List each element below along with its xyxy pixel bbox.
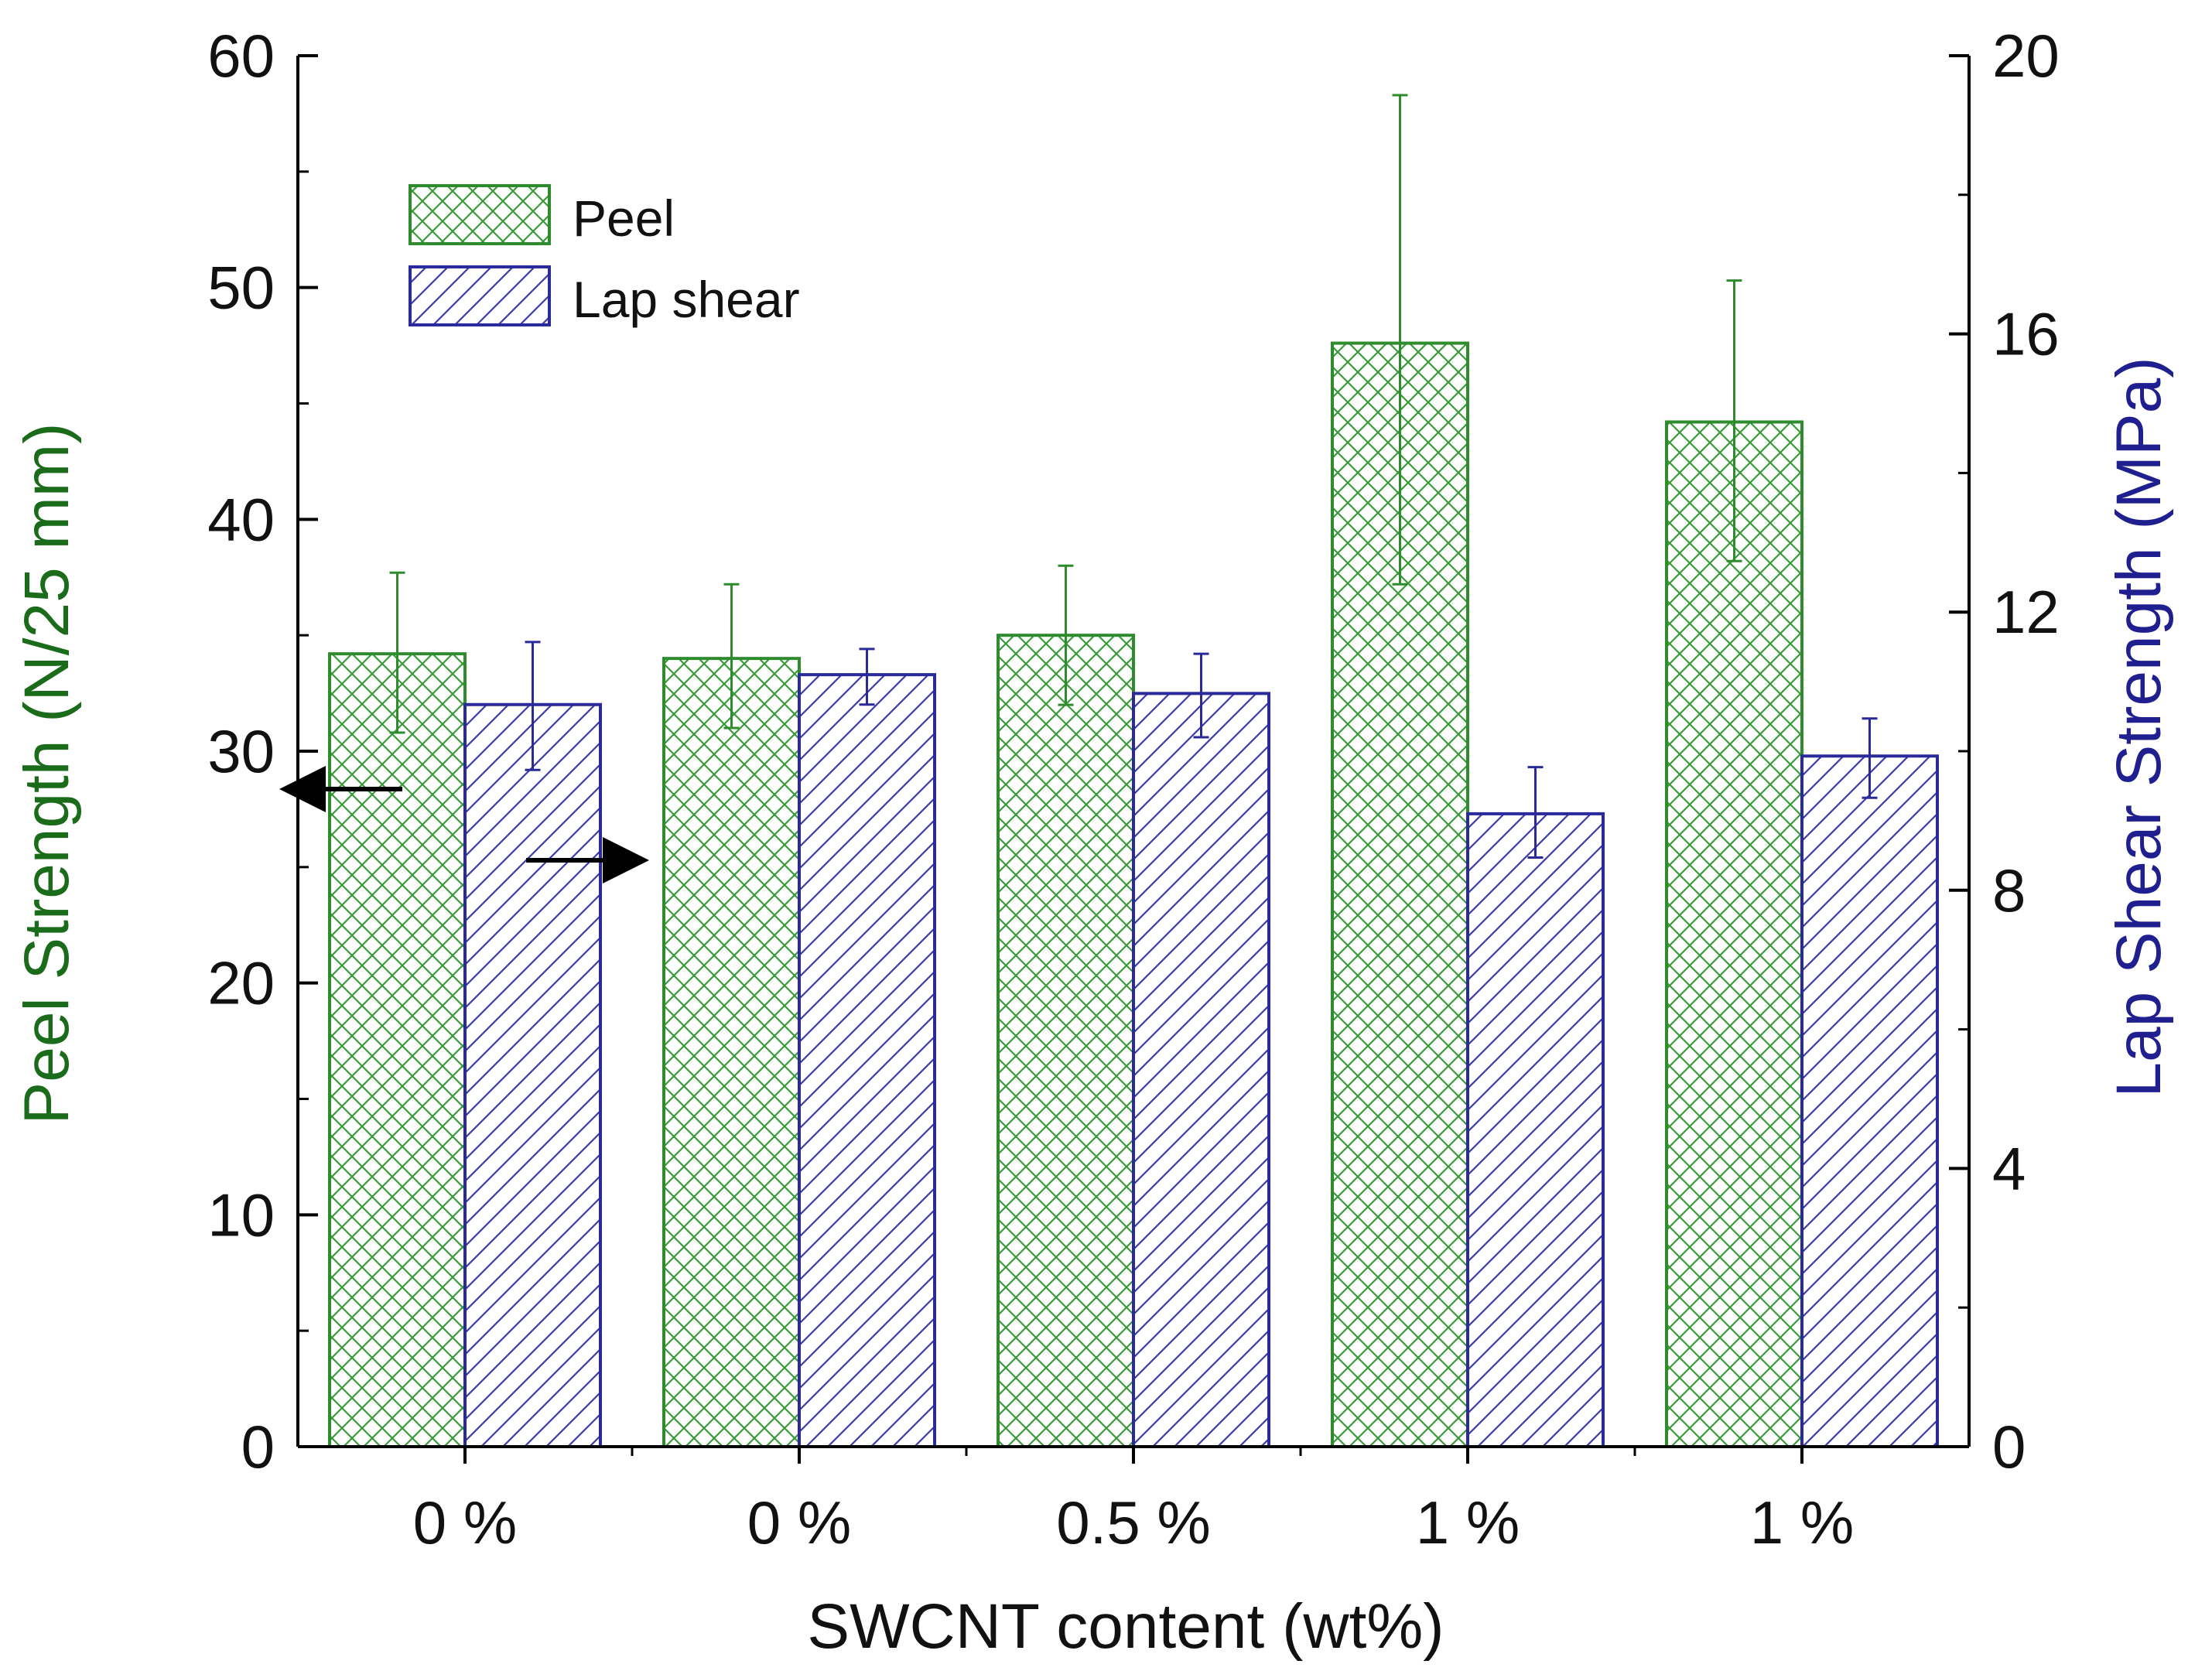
legend-swatch-peel xyxy=(409,184,551,245)
axes-layer xyxy=(296,54,1971,1464)
bar-lap-shear-3 xyxy=(1466,812,1605,1449)
y-left-tick-label-5: 50 xyxy=(207,254,275,322)
error-bars-layer xyxy=(389,94,1878,859)
error-bar-lap-shear-1 xyxy=(859,648,875,706)
legend-label-lap-shear: Lap shear xyxy=(573,271,800,328)
error-bar-peel-2 xyxy=(1058,564,1074,706)
error-bar-peel-1 xyxy=(723,583,740,730)
y-left-tick-label-4: 40 xyxy=(207,485,275,553)
error-bar-peel-3 xyxy=(1392,94,1408,586)
x-tick-label-2: 0.5 % xyxy=(1056,1488,1210,1557)
legend: Peel Lap shear xyxy=(409,184,800,328)
y-right-tick-label-5: 20 xyxy=(1992,22,2060,90)
bar-lap-shear-2 xyxy=(1132,692,1270,1448)
x-tick-label-0: 0 % xyxy=(413,1488,517,1557)
y-left-axis-title: Peel Strength (N/25 mm) xyxy=(12,423,82,1125)
y-right-tick-label-4: 16 xyxy=(1992,300,2060,368)
y-left-tick-label-6: 60 xyxy=(207,22,275,90)
y-right-tick-label-1: 4 xyxy=(1992,1134,2026,1202)
error-bar-lap-shear-2 xyxy=(1193,652,1209,739)
x-tick-label-4: 1 % xyxy=(1750,1488,1854,1557)
y-left-tick-label-1: 10 xyxy=(207,1181,275,1249)
y-left-tick-label-3: 30 xyxy=(207,717,275,785)
y-right-tick-label-2: 8 xyxy=(1992,856,2026,924)
y-right-tick-label-0: 0 xyxy=(1992,1413,2026,1481)
annotations xyxy=(279,766,649,883)
y-right-axis-title: Lap Shear Strength (MPa) xyxy=(2104,357,2174,1097)
error-bar-peel-4 xyxy=(1726,279,1742,562)
bar-peel-4 xyxy=(1665,420,1803,1448)
y-left-tick-label-2: 20 xyxy=(207,949,275,1017)
y-left-tick-label-0: 0 xyxy=(241,1413,275,1481)
legend-swatch-lap-shear xyxy=(409,265,551,326)
y-right-tick-label-3: 12 xyxy=(1992,578,2060,646)
bar-lap-shear-1 xyxy=(798,673,936,1448)
bar-peel-0 xyxy=(328,652,467,1448)
bar-lap-shear-0 xyxy=(463,702,602,1448)
bars-layer xyxy=(328,341,1939,1449)
error-bar-lap-shear-0 xyxy=(525,641,541,771)
legend-label-peel: Peel xyxy=(573,190,675,247)
x-tick-label-3: 1 % xyxy=(1416,1488,1520,1557)
bar-peel-2 xyxy=(997,634,1135,1449)
error-bar-peel-0 xyxy=(389,571,405,734)
error-bar-lap-shear-4 xyxy=(1862,717,1878,799)
error-bar-lap-shear-3 xyxy=(1527,766,1544,859)
labels-layer: 0 % 0 % 0.5 % 1 % 1 % 0 10 20 30 40 50 60 0 4 8 12 16 20 xyxy=(207,22,2060,1557)
bar-lap-shear-4 xyxy=(1800,754,1939,1448)
x-axis-title: SWCNT content (wt%) xyxy=(807,1591,1444,1662)
x-tick-label-1: 0 % xyxy=(747,1488,851,1557)
bar-peel-1 xyxy=(662,657,801,1448)
